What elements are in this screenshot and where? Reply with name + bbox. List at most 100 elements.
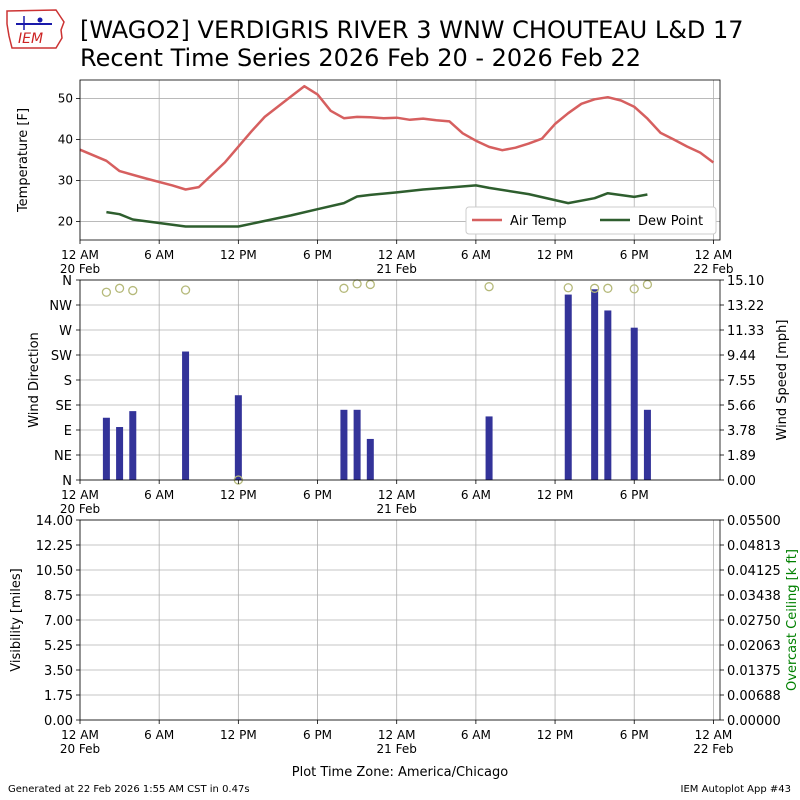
wind-speed-bar [102,417,110,480]
x-tick-date: 21 Feb [377,742,417,756]
generated-note: Generated at 22 Feb 2026 1:55 AM CST in … [8,784,250,795]
wind-direction-marker [352,279,362,289]
wind-speed-bar [116,427,124,480]
visibility-tick-label: 10.50 [36,564,73,579]
wind-direction-marker [484,282,494,292]
speed-tick-label: 11.33 [727,324,764,339]
legend-box [465,206,717,235]
wind-direction-marker [128,285,138,296]
wind-direction-marker [101,287,112,297]
legend-label-air-temp: Air Temp [510,214,567,229]
x-tick-label: 6 AM [461,488,491,502]
direction-tick-label: N [62,474,72,489]
chart-title: [WAGO2] VERDIGRIS RIVER 3 WNW CHOUTEAU L… [80,16,744,44]
direction-tick-label: S [64,374,72,389]
app-credit: IEM Autoplot App #43 [680,784,791,795]
x-tick-label: 6 PM [620,248,649,262]
wind-direction-marker [365,279,375,290]
wind-speed-bar [366,438,374,480]
x-tick-label: 12 PM [220,248,257,262]
x-tick-label: 12 PM [220,728,257,742]
x-tick-label: 12 AM [378,248,416,262]
wind-speed-bar [234,395,242,480]
legend-label-dew-point: Dew Point [638,214,703,229]
visibility-ceiling-panel: 0.00 1.75 3.50 5.25 7.00 8.75 10.50 12.25 14.00 0… [9,514,800,780]
visibility-tick-label: 12.25 [36,539,73,554]
logo-text: IEM [18,31,43,47]
x-tick-date: 22 Feb [693,742,733,756]
wind-speed-bar [182,351,190,480]
x-tick-date: 20 Feb [60,262,100,276]
x-tick-label: 6 PM [303,488,332,502]
wind-direction-marker [114,283,125,293]
x-tick-label: 6 PM [303,248,332,262]
x-tick-label: 12 AM [61,728,99,742]
wind-speed-bar [591,289,599,480]
direction-tick-label: SW [51,349,72,364]
x-tick-label: 6 PM [620,488,649,502]
ceiling-tick-label: 0.00000 [727,714,781,729]
axis-label: Overcast Ceiling [k ft] [785,549,800,691]
x-tick-label: 6 AM [144,488,174,502]
y-tick-label: 40 [58,132,73,146]
visibility-tick-label: 0.00 [44,714,73,729]
x-tick-label: 6 PM [303,728,332,742]
speed-tick-label: 0.00 [727,474,756,489]
dew-point-line [106,184,648,228]
visibility-tick-label: 5.25 [44,639,73,654]
axis-label: Visibility [miles] [9,568,24,671]
ceiling-tick-label: 0.04125 [727,564,781,579]
direction-tick-label: SE [56,399,72,414]
ceiling-tick-label: 0.02750 [727,614,781,629]
wind-speed-bar [604,310,612,480]
y-tick-label: 20 [58,215,73,229]
plot-frame [79,79,721,241]
x-tick-label: 12 PM [537,248,574,262]
wind-speed-bar [353,409,361,480]
ceiling-tick-label: 0.02063 [727,639,781,654]
direction-tick-label: NW [49,299,72,314]
wind-speed-bar [340,409,348,480]
ceiling-tick-label: 0.05500 [727,514,781,529]
direction-tick-label: N [62,274,72,289]
x-tick-label: 12 AM [61,248,99,262]
speed-tick-label: 1.89 [727,449,756,464]
wind-direction-marker [180,285,191,295]
x-tick-label: 6 AM [144,248,174,262]
speed-tick-label: 13.22 [727,299,764,314]
visibility-tick-label: 1.75 [44,689,73,704]
direction-tick-label: W [59,324,72,339]
y-tick-label: 30 [58,174,73,188]
wind-direction-marker [339,283,349,293]
speed-tick-label: 3.78 [727,424,756,439]
plot-frame [79,519,721,721]
x-tick-date: 22 Feb [693,262,733,276]
x-tick-label: 12 PM [537,488,574,502]
x-tick-label: 12 AM [61,488,99,502]
wind-direction-marker [589,283,600,293]
chart-subtitle: Recent Time Series 2026 Feb 20 - 2026 Fe… [80,44,642,72]
visibility-tick-label: 14.00 [36,514,73,529]
axis-label: Temperature [F] [16,108,31,213]
wind-direction-marker [603,283,613,293]
ceiling-tick-label: 0.04813 [727,539,781,554]
air-temp-line [79,84,715,191]
speed-tick-label: 5.66 [727,399,756,414]
x-axis-label: Plot Time Zone: America/Chicago [292,765,508,780]
speed-tick-label: 7.55 [727,374,756,389]
x-tick-label: 12 AM [695,248,733,262]
wind-speed-bar [564,294,572,480]
wind-direction-marker [642,279,653,290]
wind-direction-marker [629,284,639,294]
wind-panel: N NE E SE S SW W NW N 0.00 1.89 3.78 5.66 7.55 9.44 11.… [27,274,790,516]
x-tick-label: 12 PM [537,728,574,742]
ceiling-tick-label: 0.00688 [727,689,781,704]
visibility-tick-label: 7.00 [44,614,73,629]
y-tick-label: 50 [58,91,73,105]
visibility-tick-label: 8.75 [44,589,73,604]
x-tick-label: 6 AM [144,728,174,742]
x-tick-date: 20 Feb [60,742,100,756]
x-tick-label: 12 AM [695,728,733,742]
